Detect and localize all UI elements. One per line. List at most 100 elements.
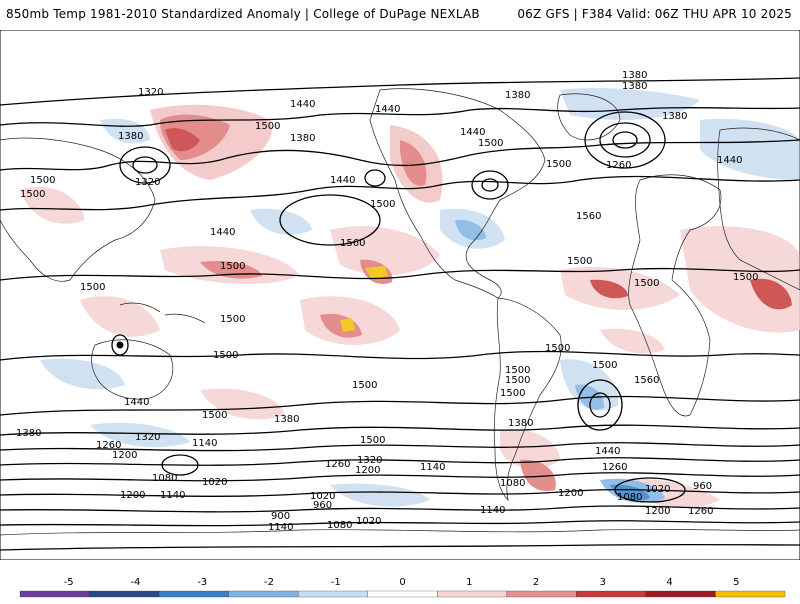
contour-label: 1560 — [634, 375, 659, 386]
contour-label: 1200 — [120, 490, 145, 501]
contour-label: 1440 — [124, 397, 149, 408]
anomaly-shading — [20, 88, 800, 509]
colorbar-labels: -5 -4 -3 -2 -1 0 1 2 3 4 5 — [64, 577, 740, 588]
contour-label: 1500 — [634, 278, 659, 289]
contour-label: 1380 — [290, 133, 315, 144]
contour-label: 1440 — [460, 127, 485, 138]
contour-label: 1140 — [420, 462, 445, 473]
contour-label: 1260 — [602, 462, 627, 473]
colorbar-tick-label: -5 — [64, 577, 74, 588]
contour-label: 1380 — [16, 428, 41, 439]
contour-label: 1500 — [545, 343, 570, 354]
colorbar-segment — [645, 590, 716, 598]
contour-label: 1500 — [255, 121, 280, 132]
contour-label: 1380 — [622, 81, 647, 92]
colorbar-tick-label: 3 — [600, 577, 606, 588]
colorbar-segment — [89, 590, 160, 598]
colorbar-tick-label: 1 — [466, 577, 472, 588]
contour-label: 1080 — [152, 473, 177, 484]
contour-label: 1200 — [558, 488, 583, 499]
contour-label: 1440 — [375, 104, 400, 115]
contour-label: 1080 — [500, 478, 525, 489]
contour-label: 1380 — [662, 111, 687, 122]
contour-label: 1500 — [360, 435, 385, 446]
contour-label: 1500 — [202, 410, 227, 421]
colorbar-tick-label: -3 — [197, 577, 207, 588]
contour-label: 1140 — [268, 522, 293, 533]
map-title: 850mb Temp 1981-2010 Standardized Anomal… — [6, 7, 480, 21]
contour-label: 1560 — [340, 238, 365, 249]
colorbar-tick-label: 5 — [733, 577, 739, 588]
contour-label: 1500 — [30, 175, 55, 186]
contour-label: 1500 — [370, 199, 395, 210]
contour-label: 1020 — [356, 516, 381, 527]
model-run-info: 06Z GFS | F384 Valid: 06Z THU APR 10 202… — [517, 7, 792, 21]
contour-label: 1440 — [290, 99, 315, 110]
contour-label: 1500 — [592, 360, 617, 371]
contour-label: 1500 — [567, 256, 592, 267]
contour-label: 1320 — [138, 87, 163, 98]
height-contours — [0, 77, 800, 551]
contour-label: 1140 — [480, 505, 505, 516]
contour-label: 1500 — [213, 350, 238, 361]
contour-label: 960 — [693, 481, 712, 492]
contour-label: 1380 — [118, 131, 143, 142]
contour-label: 1320 — [357, 455, 382, 466]
contour-label: 1140 — [192, 438, 217, 449]
colorbar-segment — [437, 590, 507, 598]
contour-label: 1500 — [220, 314, 245, 325]
contour-label: 1500 — [505, 365, 530, 376]
colorbar-segment — [576, 590, 647, 598]
contour-label: 1500 — [505, 375, 530, 386]
contour-label: 1200 — [645, 506, 670, 517]
colorbar-segment — [298, 590, 368, 598]
contour-label: 1260 — [688, 506, 713, 517]
colorbar-segment — [158, 590, 229, 598]
colorbar-segment — [19, 590, 90, 598]
contour-label: 960 — [313, 500, 332, 511]
colorbar-tick-label: -2 — [264, 577, 274, 588]
contour-label: 1260 — [96, 440, 121, 451]
contour-label: 1440 — [210, 227, 235, 238]
contour-label: 1440 — [330, 175, 355, 186]
coastlines — [0, 88, 800, 536]
map-svg: 1320 1440 1380 1440 1380 1320 1380 1500 … — [0, 30, 800, 560]
contour-label: 1200 — [112, 450, 137, 461]
contour-label-group: 1320 1440 1380 1440 1380 1320 1380 1500 … — [16, 70, 758, 533]
colorbar-tick-label: 4 — [666, 577, 672, 588]
contour-label: 1380 — [505, 90, 530, 101]
contour-label: 1500 — [352, 380, 377, 391]
low-center-marker — [116, 341, 124, 349]
colorbar-tick-label: 2 — [533, 577, 539, 588]
contour-label: 1500 — [478, 138, 503, 149]
contour-label: 1500 — [220, 261, 245, 272]
contour-label: 1500 — [80, 282, 105, 293]
weather-map: 1320 1440 1380 1440 1380 1320 1380 1500 … — [0, 30, 800, 560]
contour-label: 1260 — [606, 160, 631, 171]
contour-label: 1560 — [576, 211, 601, 222]
contour-label: 1020 — [202, 477, 227, 488]
contour-label: 1260 — [325, 459, 350, 470]
colorbar-tick-label: -4 — [130, 577, 140, 588]
contour-label: 1380 — [622, 70, 647, 81]
contour-label: 900 — [271, 511, 290, 522]
contour-label: 1500 — [546, 159, 571, 170]
anomaly-colorbar: -5 -4 -3 -2 -1 0 1 2 3 4 5 — [0, 565, 800, 600]
contour-label: 1380 — [274, 414, 299, 425]
contour-label: 1500 — [500, 388, 525, 399]
colorbar-segment — [506, 590, 577, 598]
contour-label: 1440 — [595, 446, 620, 457]
contour-label: 1380 — [508, 418, 533, 429]
contour-label: 1020 — [645, 484, 670, 495]
colorbar-segment — [715, 590, 786, 598]
contour-label: 1500 — [20, 189, 45, 200]
contour-label: 1440 — [717, 155, 742, 166]
colorbar-segment — [367, 590, 438, 598]
colorbar-tick-label: 0 — [399, 577, 405, 588]
colorbar-segment — [228, 590, 299, 598]
contour-label: 1140 — [160, 490, 185, 501]
contour-label: 1020 — [310, 491, 335, 502]
contour-label: 1320 — [135, 432, 160, 443]
contour-label: 1200 — [355, 465, 380, 476]
contour-label: 1080 — [617, 492, 642, 503]
